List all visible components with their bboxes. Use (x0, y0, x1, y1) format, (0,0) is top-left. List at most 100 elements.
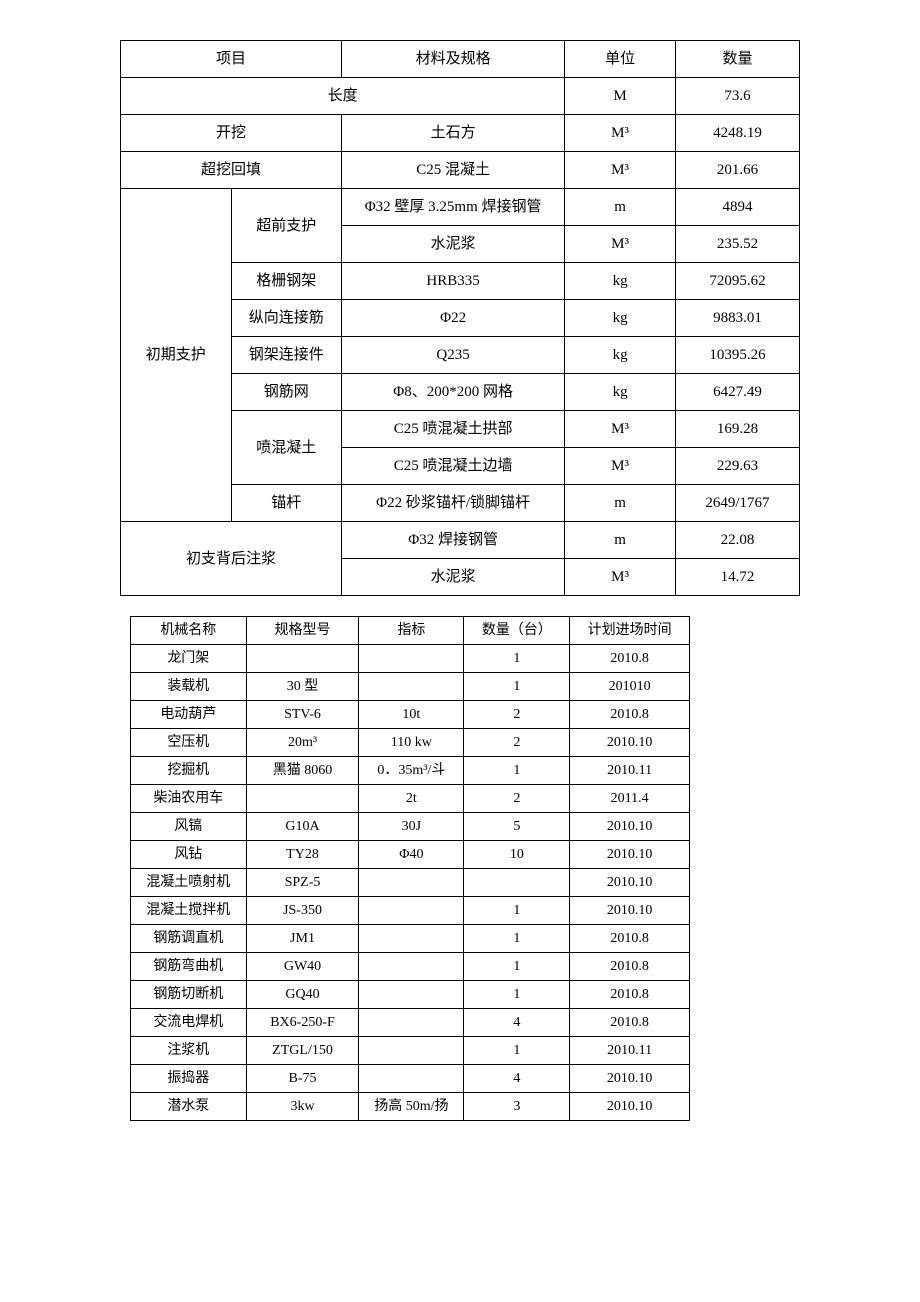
overbreak-qty: 201.66 (675, 152, 799, 189)
shotcrete-label: 喷混凝土 (231, 411, 342, 485)
back-grouting-spec2: 水泥浆 (342, 559, 565, 596)
machinery-spec (359, 925, 464, 953)
advance-unit2: M³ (565, 226, 676, 263)
machinery-model: 3kw (246, 1093, 359, 1121)
machinery-time: 2010.8 (570, 1009, 690, 1037)
shotcrete-qty1: 169.28 (675, 411, 799, 448)
machinery-name: 振捣器 (131, 1065, 247, 1093)
machinery-qty: 1 (464, 953, 570, 981)
machinery-model: ZTGL/150 (246, 1037, 359, 1065)
machinery-model: G10A (246, 813, 359, 841)
table-row: 注浆机ZTGL/15012010.11 (131, 1037, 690, 1065)
machinery-name: 注浆机 (131, 1037, 247, 1065)
shotcrete-qty2: 229.63 (675, 448, 799, 485)
machinery-time: 2010.10 (570, 813, 690, 841)
table-row: 空压机20m³110 kw22010.10 (131, 729, 690, 757)
header-qty: 数量 (675, 41, 799, 78)
machinery-time: 2010.10 (570, 1065, 690, 1093)
machinery-model: JM1 (246, 925, 359, 953)
table-row: 初支背后注浆 Φ32 焊接钢管 m 22.08 (121, 522, 800, 559)
machinery-spec (359, 1009, 464, 1037)
back-grouting-qty1: 22.08 (675, 522, 799, 559)
machinery-model: JS-350 (246, 897, 359, 925)
advance-unit1: m (565, 189, 676, 226)
machinery-model (246, 785, 359, 813)
machinery-qty: 2 (464, 701, 570, 729)
table-header-row: 项目 材料及规格 单位 数量 (121, 41, 800, 78)
machinery-qty: 5 (464, 813, 570, 841)
overbreak-spec: C25 混凝土 (342, 152, 565, 189)
machinery-name: 风镐 (131, 813, 247, 841)
machinery-model: STV-6 (246, 701, 359, 729)
header-unit: 单位 (565, 41, 676, 78)
machinery-qty: 4 (464, 1065, 570, 1093)
machinery-time: 2010.10 (570, 897, 690, 925)
machinery-spec (359, 1037, 464, 1065)
header-qty: 数量（台） (464, 617, 570, 645)
anchor-label: 锚杆 (231, 485, 342, 522)
machinery-spec (359, 953, 464, 981)
machinery-time: 2010.10 (570, 869, 690, 897)
machinery-model (246, 645, 359, 673)
machinery-model: 黑猫 8060 (246, 757, 359, 785)
grid-frame-spec: HRB335 (342, 263, 565, 300)
header-spec: 材料及规格 (342, 41, 565, 78)
machinery-model: 20m³ (246, 729, 359, 757)
back-grouting-label: 初支背后注浆 (121, 522, 342, 596)
header-machine-name: 机械名称 (131, 617, 247, 645)
table-row: 风钻TY28Φ40102010.10 (131, 841, 690, 869)
table-row: 长度 M 73.6 (121, 78, 800, 115)
header-model: 规格型号 (246, 617, 359, 645)
grid-frame-label: 格栅钢架 (231, 263, 342, 300)
frame-conn-label: 钢架连接件 (231, 337, 342, 374)
table-row: 风镐G10A30J52010.10 (131, 813, 690, 841)
machinery-qty: 1 (464, 645, 570, 673)
machinery-spec (359, 645, 464, 673)
machinery-name: 风钻 (131, 841, 247, 869)
machinery-qty: 1 (464, 981, 570, 1009)
excavation-label: 开挖 (121, 115, 342, 152)
machinery-spec: 30J (359, 813, 464, 841)
table-row: 交流电焊机BX6-250-F42010.8 (131, 1009, 690, 1037)
machinery-time: 2010.8 (570, 925, 690, 953)
machinery-spec (359, 1065, 464, 1093)
advance-spec2: 水泥浆 (342, 226, 565, 263)
excavation-qty: 4248.19 (675, 115, 799, 152)
machinery-name: 混凝土喷射机 (131, 869, 247, 897)
advance-label: 超前支护 (231, 189, 342, 263)
machinery-time: 2011.4 (570, 785, 690, 813)
machinery-name: 空压机 (131, 729, 247, 757)
shotcrete-spec2: C25 喷混凝土边墙 (342, 448, 565, 485)
table-row: 钢筋弯曲机GW4012010.8 (131, 953, 690, 981)
excavation-spec: 土石方 (342, 115, 565, 152)
machinery-model: 30 型 (246, 673, 359, 701)
materials-table: 项目 材料及规格 单位 数量 长度 M 73.6 开挖 土石方 M³ 4248.… (120, 40, 800, 596)
back-grouting-qty2: 14.72 (675, 559, 799, 596)
rebar-net-qty: 6427.49 (675, 374, 799, 411)
machinery-name: 柴油农用车 (131, 785, 247, 813)
machinery-qty: 1 (464, 897, 570, 925)
machinery-model: GQ40 (246, 981, 359, 1009)
table-row: 潜水泵3kw扬高 50m/扬32010.10 (131, 1093, 690, 1121)
advance-spec1: Φ32 壁厚 3.25mm 焊接钢管 (342, 189, 565, 226)
machinery-spec (359, 869, 464, 897)
machinery-qty: 10 (464, 841, 570, 869)
grid-frame-qty: 72095.62 (675, 263, 799, 300)
initial-support-label: 初期支护 (121, 189, 232, 522)
anchor-qty: 2649/1767 (675, 485, 799, 522)
connect-bar-qty: 9883.01 (675, 300, 799, 337)
table-row: 超挖回填 C25 混凝土 M³ 201.66 (121, 152, 800, 189)
machinery-qty: 1 (464, 757, 570, 785)
table-row: 开挖 土石方 M³ 4248.19 (121, 115, 800, 152)
advance-qty2: 235.52 (675, 226, 799, 263)
table-row: 挖掘机黑猫 80600．35m³/斗12010.11 (131, 757, 690, 785)
table-row: 龙门架12010.8 (131, 645, 690, 673)
machinery-spec (359, 897, 464, 925)
overbreak-unit: M³ (565, 152, 676, 189)
machinery-spec (359, 981, 464, 1009)
table-row: 混凝土喷射机SPZ-52010.10 (131, 869, 690, 897)
machinery-spec: Φ40 (359, 841, 464, 869)
advance-qty1: 4894 (675, 189, 799, 226)
machinery-time: 2010.10 (570, 841, 690, 869)
back-grouting-unit1: m (565, 522, 676, 559)
